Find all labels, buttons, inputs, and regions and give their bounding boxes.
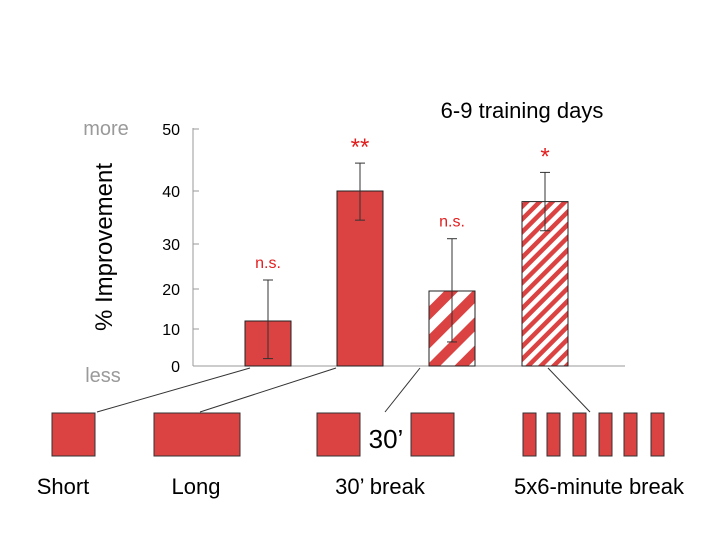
chart-bars: n.s. ** n.s. * — [244, 134, 569, 367]
schedule-connectors — [96, 367, 591, 413]
break-marker: 30’ — [369, 424, 404, 454]
y-tick-label: 40 — [162, 184, 180, 201]
chart-title: 6-9 training days — [441, 98, 604, 123]
training-block — [410, 412, 455, 457]
connector-line — [199, 367, 337, 413]
schedule-label: Short — [37, 474, 90, 499]
significance-label: n.s. — [255, 255, 281, 272]
schedule-label: 30’ break — [335, 474, 426, 499]
y-tick-label: 0 — [171, 359, 180, 376]
training-block — [598, 412, 613, 457]
y-tick-label: 30 — [162, 237, 180, 254]
training-block — [650, 412, 665, 457]
training-block — [522, 412, 537, 457]
training-block — [623, 412, 638, 457]
training-block — [546, 412, 561, 457]
y-tick-label: 50 — [162, 122, 180, 139]
significance-label: n.s. — [439, 214, 465, 231]
y-axis-label: % Improvement — [91, 163, 118, 331]
scale-less-label: less — [85, 365, 121, 387]
training-block — [153, 412, 241, 457]
training-block — [51, 412, 96, 457]
scale-more-label: more — [83, 118, 129, 140]
training-block — [316, 412, 361, 457]
training-schedule-diagram: 30’ Short Long 30’ break 5x6-minute break — [37, 412, 685, 499]
schedule-label: 5x6-minute break — [514, 474, 685, 499]
y-tick-label: 20 — [162, 282, 180, 299]
y-tick-label: 10 — [162, 322, 180, 339]
significance-label: ** — [351, 134, 370, 161]
connector-line — [547, 367, 591, 413]
connector-line — [96, 367, 251, 413]
schedule-label: Long — [172, 474, 221, 499]
connector-line — [384, 367, 421, 413]
training-block — [572, 412, 587, 457]
significance-label: * — [540, 143, 549, 170]
